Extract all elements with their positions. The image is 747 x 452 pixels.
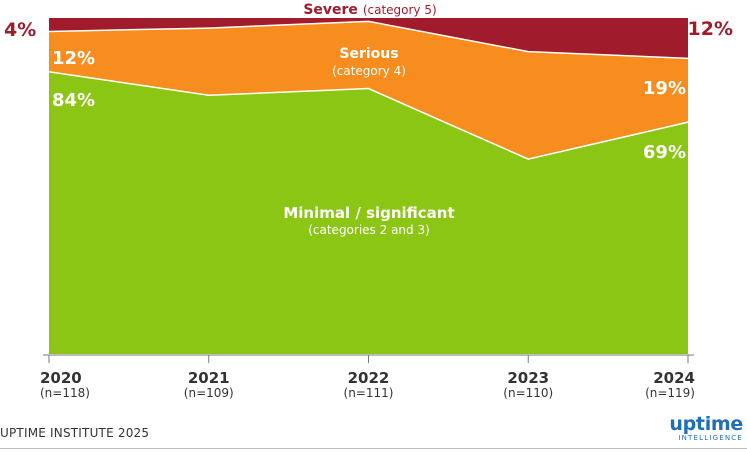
uptime-logo: uptime INTELLIGENCE: [669, 414, 743, 443]
footer-divider: [0, 448, 747, 449]
severe-start-value: 4%: [4, 19, 36, 41]
series-boundary-line: [48, 20, 689, 60]
serious-end-value: 19%: [643, 78, 686, 99]
x-sample-size: (n=109): [184, 386, 234, 400]
source-credit: UPTIME INSTITUTE 2025: [0, 426, 150, 440]
series-areas: [48, 18, 689, 354]
minimal-start-value: 84%: [52, 90, 95, 111]
minimal-series-label: Minimal / significant: [283, 204, 454, 222]
x-tick-label: 2021: [188, 369, 230, 387]
severe-series-label: Severe (category 5): [303, 2, 436, 18]
x-tick-label: 2024: [653, 369, 695, 387]
stacked-area-chart: 2020(n=118)2021(n=109)2022(n=111)2023(n=…: [4, 2, 733, 400]
series-boundary-line: [48, 71, 689, 160]
chart-labels: Severe (category 5) Serious (category 4) Mi…: [4, 2, 733, 237]
x-sample-size: (n=119): [645, 386, 695, 400]
x-sample-size: (n=111): [344, 386, 394, 400]
area-serious: [49, 21, 688, 160]
logo-subtitle: INTELLIGENCE: [678, 434, 743, 442]
area-minimal-significant: [49, 71, 688, 354]
minimal-end-value: 69%: [643, 142, 686, 163]
x-sample-size: (n=118): [40, 386, 90, 400]
serious-series-label: Serious: [339, 46, 398, 62]
serious-series-sublabel: (category 4): [332, 64, 406, 78]
serious-start-value: 12%: [52, 48, 95, 69]
x-tick-label: 2023: [507, 369, 549, 387]
x-tick-label: 2022: [348, 369, 390, 387]
severe-end-value: 12%: [688, 18, 733, 40]
logo-wordmark: uptime: [669, 413, 743, 435]
x-sample-size: (n=110): [503, 386, 553, 400]
x-axis: 2020(n=118)2021(n=109)2022(n=111)2023(n=…: [40, 354, 695, 400]
x-tick-label: 2020: [40, 369, 82, 387]
minimal-series-sublabel: (categories 2 and 3): [308, 223, 430, 237]
